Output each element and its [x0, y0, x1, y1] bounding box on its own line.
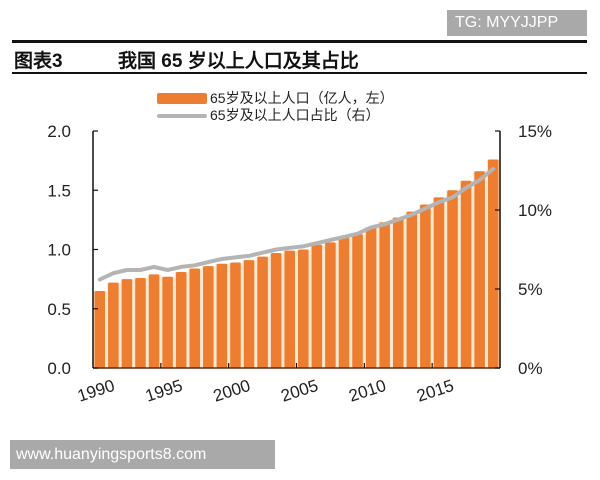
- figure-label: 图表3: [14, 51, 63, 72]
- bar-2003: [270, 253, 282, 368]
- x-tick-label: 2005: [279, 376, 321, 406]
- bar-1991: [108, 282, 119, 368]
- bar-2016: [447, 190, 458, 368]
- x-tick-label: 2015: [414, 376, 456, 406]
- bar-1993: [135, 277, 146, 368]
- bar-1995: [162, 276, 173, 368]
- bar-2013: [406, 211, 418, 368]
- bar-2011: [379, 222, 390, 368]
- legend-label-population: 65岁及以上人口（亿人，左）: [210, 90, 394, 106]
- bar-2010: [365, 226, 377, 368]
- legend-swatch-bar: [157, 93, 207, 104]
- bar-2019: [487, 159, 499, 368]
- bar-1996: [175, 272, 187, 368]
- bar-2001: [243, 260, 255, 368]
- left-tick-label: 0.0: [47, 359, 71, 378]
- x-tick-label: 1990: [75, 376, 117, 406]
- bar-2006: [311, 244, 323, 368]
- right-tick-label: 5%: [518, 280, 543, 299]
- bar-1998: [203, 266, 214, 368]
- bar-2007: [325, 242, 336, 368]
- legend-item-share: 65岁及以上人口占比（右）: [157, 107, 394, 124]
- x-tick-label: 2010: [346, 376, 388, 406]
- bar-2005: [298, 249, 309, 368]
- title-rule-top: [12, 40, 587, 43]
- left-tick-label: 2.0: [47, 122, 71, 141]
- bar-2009: [352, 234, 363, 368]
- bar-2018: [474, 171, 485, 368]
- bar-1992: [121, 279, 133, 368]
- figure-title: 图表3 我国 65 岁以上人口及其占比: [14, 46, 359, 73]
- right-tick-label: 0%: [518, 359, 543, 378]
- right-tick-label: 15%: [518, 122, 552, 141]
- watermark-top: TG: MYYJJPP: [447, 10, 587, 36]
- figure-title-text: 我国 65 岁以上人口及其占比: [118, 51, 359, 72]
- x-tick-label: 1995: [143, 376, 185, 406]
- bar-2015: [433, 197, 445, 368]
- bar-2002: [257, 256, 268, 368]
- left-tick-label: 1.0: [47, 241, 71, 260]
- left-tick-label: 0.5: [47, 300, 71, 319]
- x-tick-label: 2000: [211, 376, 253, 406]
- share-line: [97, 166, 496, 282]
- bar-2014: [420, 204, 431, 368]
- right-tick-label: 10%: [518, 201, 552, 220]
- chart-plot-area: 0.0 0.5 1.0 1.5 2.0 0% 5% 10% 15% 1990 1995 2000 200…: [47, 122, 552, 406]
- bar-1999: [216, 263, 228, 368]
- bar-2004: [284, 250, 295, 368]
- bar-1994: [148, 274, 160, 368]
- bar-2008: [338, 237, 350, 368]
- left-tick-label: 1.5: [47, 181, 71, 200]
- bar-1997: [189, 268, 201, 368]
- bar-2012: [392, 217, 404, 368]
- legend-item-population: 65岁及以上人口（亿人，左）: [157, 90, 394, 107]
- title-rule-bottom: [12, 72, 587, 74]
- watermark-bottom: www.huanyingsports8.com: [10, 440, 275, 469]
- chart-legend: 65岁及以上人口（亿人，左） 65岁及以上人口占比（右）: [157, 90, 394, 124]
- bar-2017: [460, 180, 472, 368]
- bar-1990: [94, 290, 106, 368]
- bar-2000: [230, 262, 241, 368]
- legend-swatch-line: [157, 113, 207, 118]
- legend-label-share: 65岁及以上人口占比（右）: [210, 107, 380, 123]
